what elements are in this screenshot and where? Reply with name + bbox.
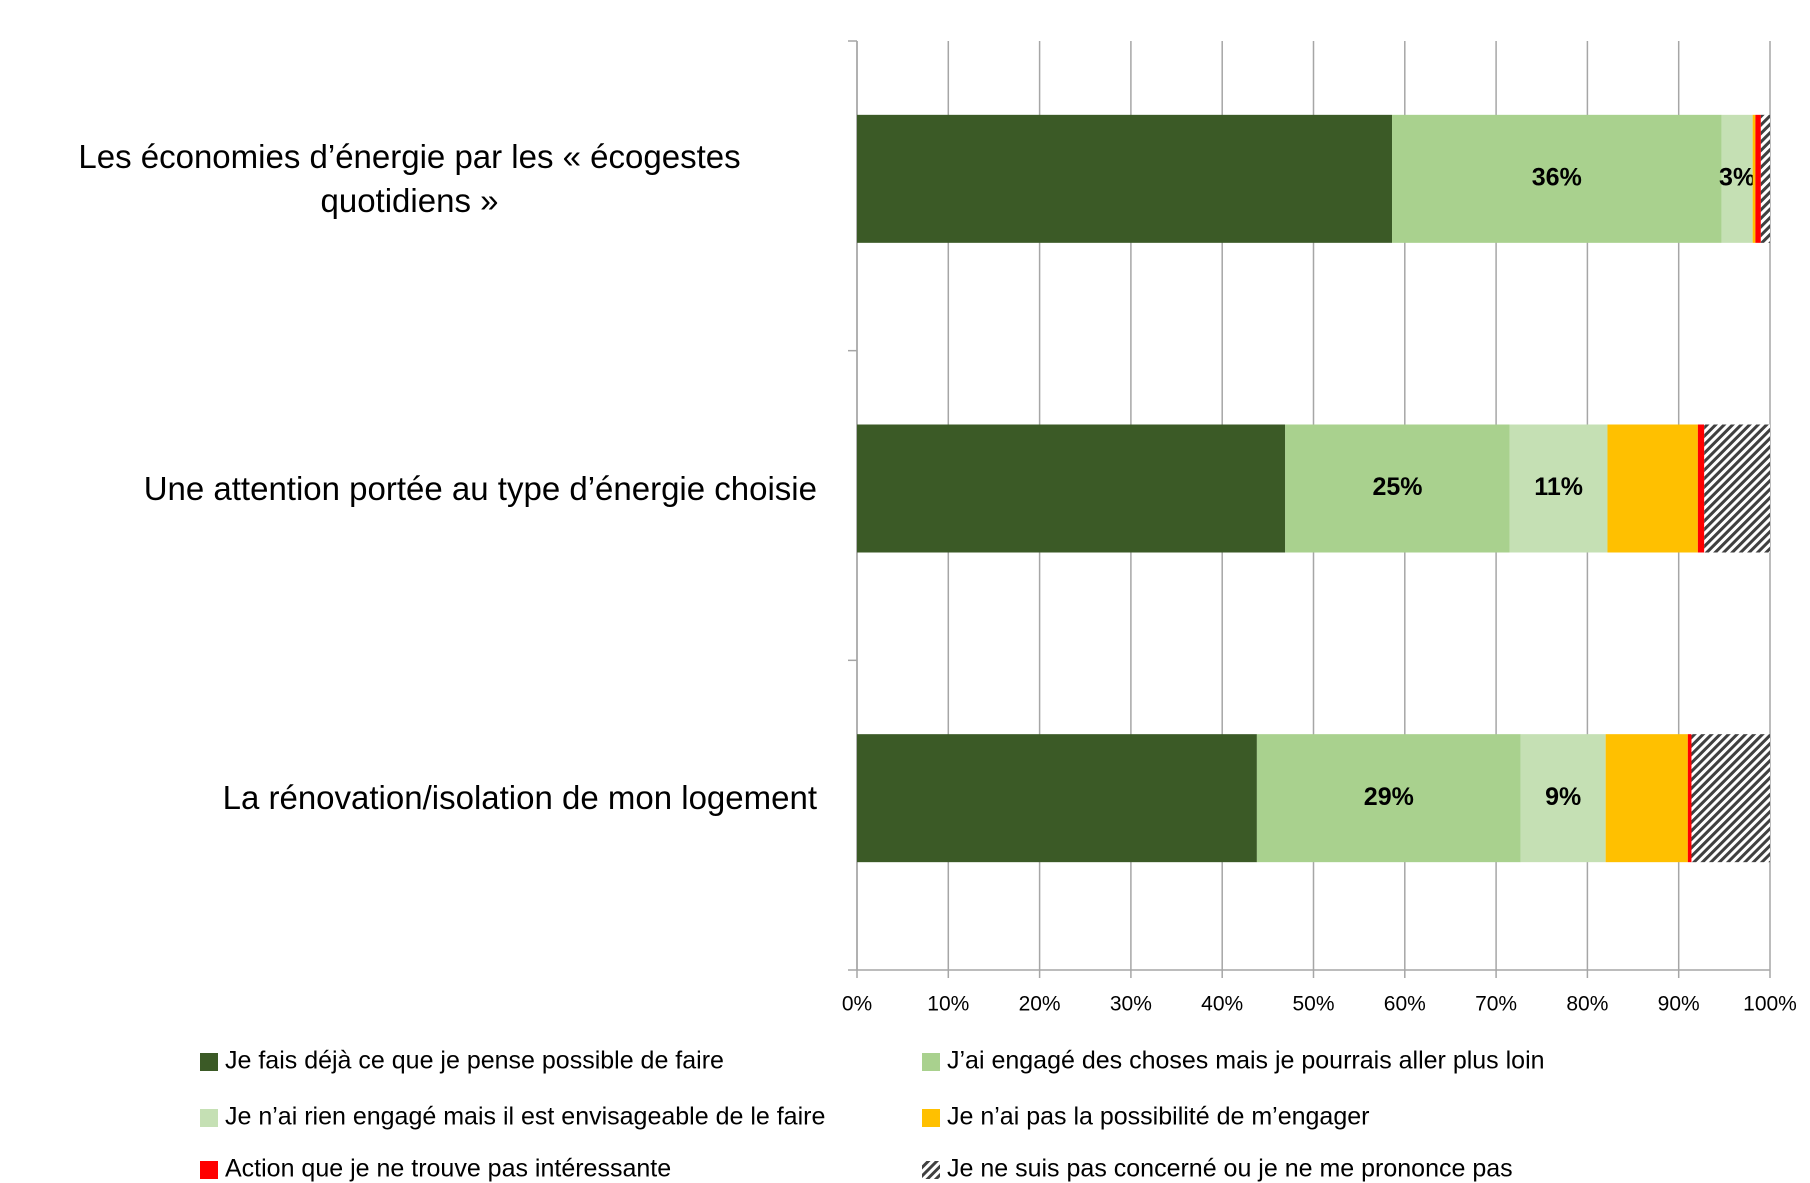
bar-segment	[1721, 114, 1753, 243]
legend-swatch	[200, 1161, 218, 1179]
legend-swatch	[922, 1053, 940, 1071]
data-label: 3%	[1719, 163, 1755, 191]
bar-segment	[1285, 424, 1510, 553]
bar-segment	[1607, 424, 1698, 553]
legend-swatch	[200, 1053, 218, 1071]
bar-segment	[857, 734, 1257, 863]
x-tick-label: 70%	[1475, 993, 1517, 1016]
x-tick-label: 10%	[927, 993, 969, 1016]
x-tick-label: 40%	[1201, 993, 1243, 1016]
bar-segment	[857, 424, 1286, 553]
bar-segment	[1256, 734, 1521, 863]
legend-label: J’ai engagé des choses mais je pourrais …	[947, 1047, 1545, 1075]
x-tick-label: 30%	[1110, 993, 1152, 1016]
category-label: Les économies d’énergie par les « écoges…	[0, 119, 817, 239]
bar-segment	[1697, 424, 1705, 553]
legend-label: Je n’ai rien engagé mais il est envisage…	[225, 1103, 825, 1131]
bar-segment	[1752, 114, 1756, 243]
legend-label: Je n’ai pas la possibilité de m’engager	[947, 1103, 1369, 1131]
x-tick-label: 0%	[842, 993, 872, 1016]
x-tick-label: 80%	[1566, 993, 1608, 1016]
legend-label: Je fais déjà ce que je pense possible de…	[225, 1047, 724, 1075]
x-tick-label: 60%	[1384, 993, 1426, 1016]
category-text: Une attention portée au type d’énergie c…	[143, 469, 817, 507]
bar-segment	[1760, 114, 1770, 243]
bar-segment	[1691, 734, 1770, 863]
x-tick-label: 90%	[1658, 993, 1700, 1016]
legend-swatch	[200, 1109, 218, 1127]
x-tick-label: 20%	[1019, 993, 1061, 1016]
data-label: 36%	[1532, 163, 1582, 191]
legend-label: Action que je ne trouve pas intéressante	[225, 1155, 671, 1183]
bar-segment	[1704, 424, 1770, 553]
bar-segment	[1687, 734, 1692, 863]
bar-segment	[1605, 734, 1688, 863]
bar-segment	[1392, 114, 1722, 243]
data-label: 29%	[1364, 783, 1414, 811]
x-tick-label: 100%	[1743, 993, 1797, 1016]
legend-swatch	[922, 1109, 940, 1127]
bar-segment	[1509, 424, 1608, 553]
category-label: Une attention portée au type d’énergie c…	[0, 429, 817, 549]
legend-swatch	[922, 1161, 940, 1179]
category-text: La rénovation/isolation de mon logement	[222, 779, 817, 817]
data-label: 11%	[1534, 473, 1583, 501]
x-tick-label: 50%	[1292, 993, 1334, 1016]
data-label: 25%	[1372, 473, 1422, 501]
bar-segment	[857, 114, 1393, 243]
data-label: 9%	[1545, 783, 1581, 811]
category-text: Les économies d’énergie par les « écoges…	[78, 137, 741, 219]
category-label: La rénovation/isolation de mon logement	[0, 738, 817, 858]
bar-segment	[1520, 734, 1606, 863]
bar-segment	[1755, 114, 1761, 243]
legend-label: Je ne suis pas concerné ou je ne me pron…	[947, 1155, 1513, 1183]
